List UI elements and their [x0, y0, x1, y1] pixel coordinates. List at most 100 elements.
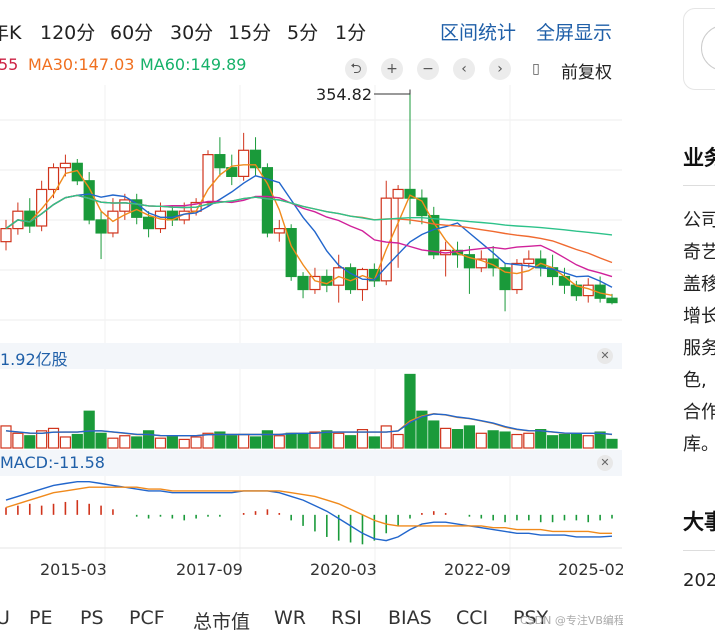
macd-panel-header: MACD:-11.58 ✕ — [0, 450, 622, 476]
candle-body-21 — [249, 149, 262, 169]
right-panel: 业务 公司 奇艺 盖移 增长 服务 色, 合作 库。 大事 202 — [623, 0, 715, 633]
interval-stats-link[interactable]: 区间统计 — [440, 22, 517, 44]
candle-body-19 — [226, 167, 238, 177]
volume-bar-39 — [463, 425, 476, 449]
business-heading: 业务 — [683, 146, 715, 170]
tab-60min[interactable]: 60分 — [110, 22, 154, 44]
tab-indicator-wr[interactable]: WR — [274, 607, 306, 629]
volume-bar-33 — [392, 433, 404, 449]
tab-yearly[interactable]: 年K — [0, 22, 22, 44]
candle-body-42 — [499, 267, 511, 291]
ma-line-short — [5, 164, 613, 296]
candle-body-11 — [131, 199, 143, 218]
volume-bar-4 — [47, 427, 60, 449]
volume-bar-1 — [12, 432, 24, 449]
candle-style-icon[interactable]: ▯ — [525, 58, 547, 80]
adjust-mode-select[interactable]: 前复权 — [561, 63, 612, 83]
tab-indicator-market-cap[interactable]: 总市值 — [193, 611, 251, 633]
volume-bar-44 — [523, 432, 535, 449]
volume-layer — [0, 373, 618, 449]
tab-1min[interactable]: 1分 — [335, 22, 367, 44]
business-text-6: 色, — [683, 370, 707, 391]
volume-bar-50 — [594, 431, 606, 449]
candle-body-34 — [404, 188, 416, 199]
volume-bar-14 — [166, 435, 178, 449]
tab-indicator-rsi[interactable]: RSI — [331, 607, 362, 629]
business-text-3: 盖移 — [683, 274, 715, 295]
volume-bar-30 — [356, 429, 369, 449]
volume-bar-31 — [368, 436, 380, 449]
volume-bar-22 — [261, 430, 274, 449]
candle-body-36 — [428, 214, 440, 256]
ma-lines-layer — [5, 164, 613, 296]
volume-bar-41 — [487, 430, 499, 449]
business-text-5: 服务 — [683, 338, 715, 359]
tab-30min[interactable]: 30分 — [170, 22, 214, 44]
candle-body-25 — [297, 275, 309, 291]
fullscreen-link[interactable]: 全屏显示 — [536, 22, 613, 44]
tab-indicator-cci[interactable]: CCI — [456, 607, 489, 629]
volume-bar-7 — [83, 410, 95, 449]
candle-body-0 — [0, 228, 12, 243]
reset-icon[interactable]: ⮌ — [345, 58, 367, 80]
tab-5min[interactable]: 5分 — [287, 22, 319, 44]
volume-bar-29 — [344, 435, 357, 449]
candle-body-20 — [238, 149, 250, 177]
candle-body-3 — [36, 188, 48, 227]
volume-bar-28 — [333, 432, 345, 449]
tab-15min[interactable]: 15分 — [228, 22, 272, 44]
volume-bar-51 — [606, 438, 618, 449]
volume-bar-45 — [535, 429, 547, 449]
volume-bar-17 — [202, 432, 214, 449]
tab-indicator-ps[interactable]: PS — [80, 607, 104, 629]
zoom-in-icon[interactable]: + — [381, 58, 403, 80]
zoom-out-icon[interactable]: − — [417, 58, 439, 80]
business-text-8: 库。 — [683, 434, 715, 455]
candle-body-7 — [83, 180, 95, 221]
events-date: 202 — [683, 570, 715, 591]
tab-indicator-pe[interactable]: PE — [29, 607, 53, 629]
divider — [683, 185, 715, 186]
ma-line-mid — [5, 175, 613, 288]
volume-bar-35 — [416, 410, 428, 449]
pan-right-icon[interactable]: › — [489, 58, 511, 80]
candle-body-40 — [475, 258, 487, 269]
macd-dea-line — [5, 486, 612, 534]
volume-bar-3 — [36, 430, 48, 449]
candle-body-32 — [380, 197, 392, 282]
candle-body-24 — [285, 228, 297, 278]
tab-indicator-psy[interactable]: PSY — [513, 607, 549, 629]
x-tick-3: 2020-03 — [310, 560, 377, 579]
candle-body-5 — [59, 162, 72, 169]
volume-bar-49 — [582, 435, 594, 449]
business-text-4: 增长 — [683, 306, 715, 327]
pan-left-icon[interactable]: ‹ — [453, 58, 475, 80]
close-macd-icon[interactable]: ✕ — [597, 455, 613, 471]
volume-bar-16 — [190, 436, 202, 449]
volume-bar-38 — [451, 429, 464, 449]
volume-bar-21 — [249, 436, 262, 449]
volume-bar-12 — [142, 430, 155, 449]
macd-dif-line — [5, 481, 613, 542]
tab-indicator-u[interactable]: U — [0, 607, 10, 629]
kline-chart: 354.82 — [0, 85, 622, 580]
candle-body-8 — [95, 219, 107, 234]
volume-bar-15 — [178, 438, 190, 449]
tab-indicator-pcf[interactable]: PCF — [129, 607, 165, 629]
business-text-7: 合作 — [683, 402, 715, 423]
candle-body-44 — [523, 258, 535, 265]
volume-bar-19 — [226, 435, 238, 449]
business-text-1: 公司 — [683, 210, 715, 231]
volume-bar-25 — [297, 433, 309, 449]
ma-legend-1-text: 55 — [0, 55, 19, 74]
volume-bar-47 — [558, 433, 571, 449]
candle-body-4 — [47, 167, 60, 191]
max-price-leader — [374, 89, 411, 95]
tab-indicator-bias[interactable]: BIAS — [388, 607, 432, 629]
volume-bar-5 — [59, 436, 72, 449]
x-tick-4: 2022-09 — [444, 560, 511, 579]
tab-120min[interactable]: 120分 — [40, 22, 96, 44]
ma-legend-2-text: MA30:147.03 — [28, 55, 135, 74]
close-volume-icon[interactable]: ✕ — [597, 348, 613, 364]
volume-bar-24 — [285, 432, 297, 449]
